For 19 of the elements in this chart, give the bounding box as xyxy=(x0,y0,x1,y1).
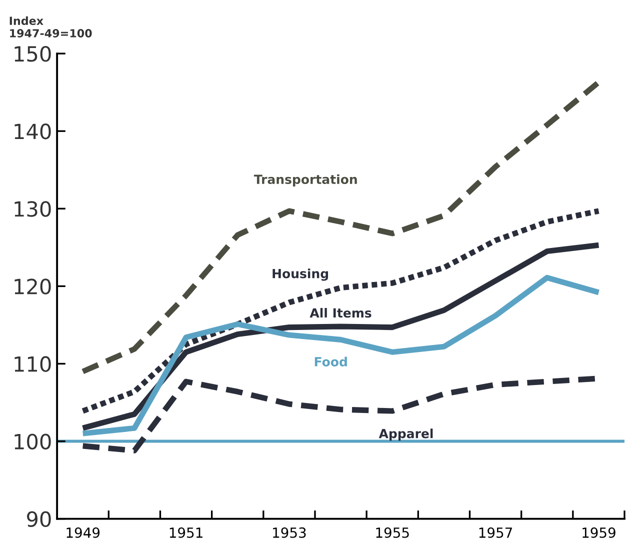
series-label: Apparel xyxy=(378,428,433,441)
series-label: All Items xyxy=(310,308,372,318)
x-tick-label: 1957 xyxy=(479,527,512,538)
y-tick-label: 90 xyxy=(26,511,51,528)
x-tick-label: 1949 xyxy=(66,527,100,538)
x-tick-label: 1959 xyxy=(582,527,616,538)
text: Transportation xyxy=(254,174,357,186)
y-tick-label: 130 xyxy=(14,201,51,217)
y-tick-label: 150 xyxy=(14,46,51,62)
x-tick-label: 1953 xyxy=(273,527,306,538)
x-tick-label: 1951 xyxy=(170,527,202,538)
y-tick-label: 110 xyxy=(14,356,51,372)
series-label: Housing xyxy=(272,268,328,281)
y-tick-label: 140 xyxy=(14,124,51,140)
series-label: Food xyxy=(314,356,347,366)
x-tick-label: 1955 xyxy=(376,527,409,538)
y-axis-title: Index 1947-49=100 xyxy=(10,16,92,38)
y-tick-label: 100 xyxy=(14,434,51,450)
y-tick-label: 120 xyxy=(14,278,51,294)
